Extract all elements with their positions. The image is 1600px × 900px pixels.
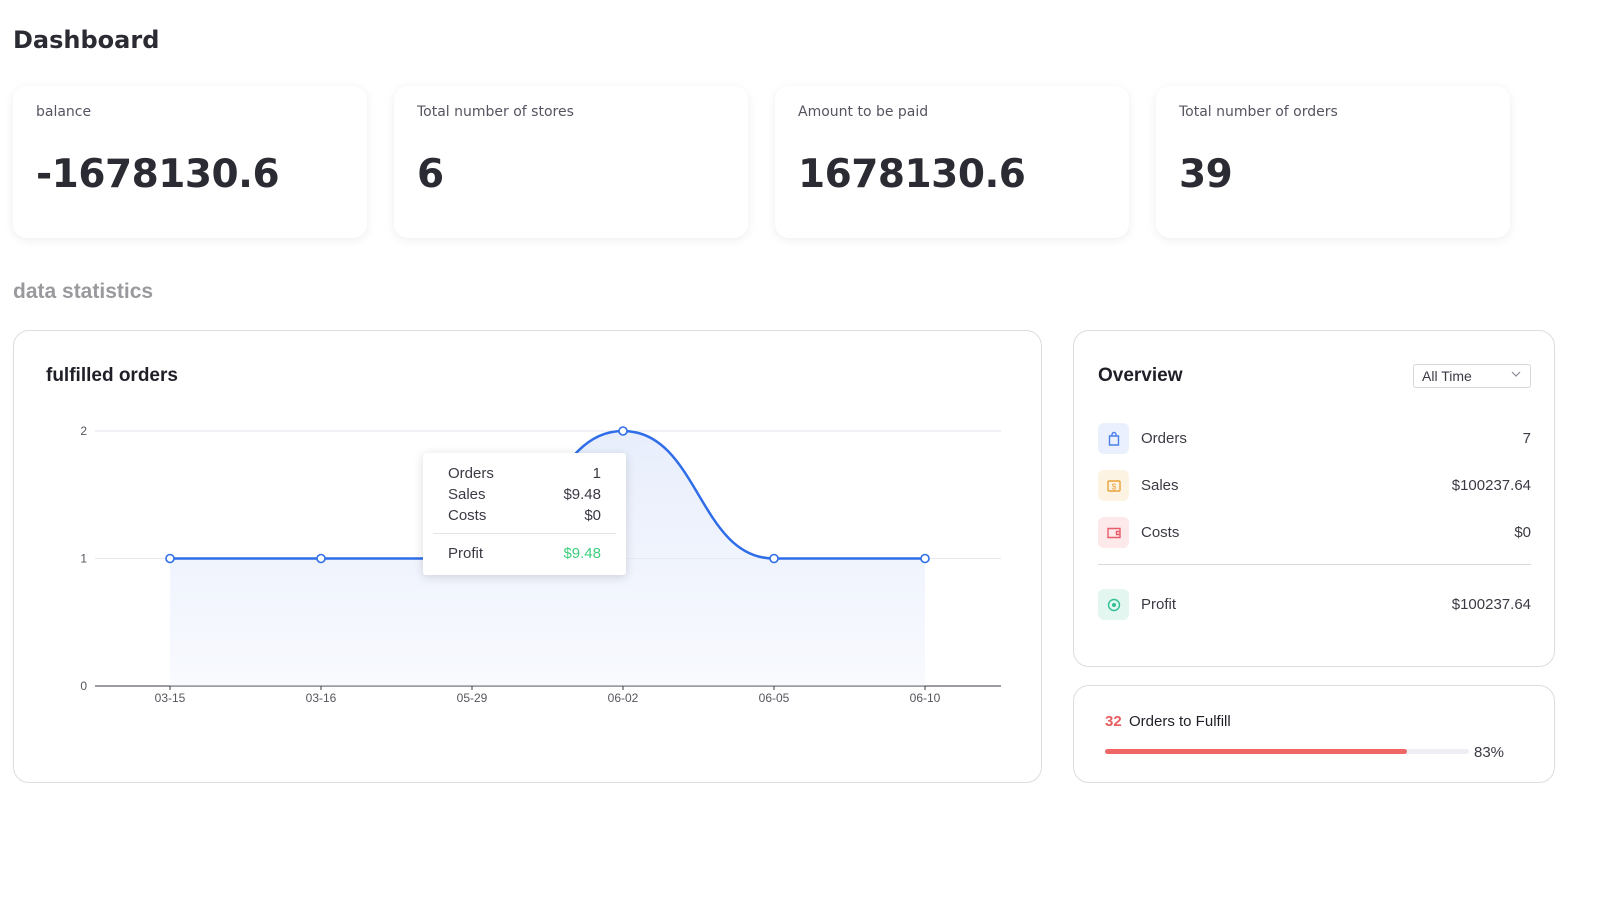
target-icon [1098,589,1129,620]
wallet-icon [1098,517,1129,548]
overview-label: Sales [1141,477,1179,494]
fulfilled-orders-chart-panel: 0 1 2 03-15 03-16 05-29 06-02 06-05 06-10 fulfil… [13,330,1042,783]
time-range-select[interactable]: All Time [1413,364,1531,388]
stat-label: Total number of orders [1179,104,1338,120]
y-tick-label: 1 [80,552,87,566]
tooltip-value: $9.48 [563,545,601,562]
chart-title: fulfilled orders [46,365,178,386]
stat-card-amount-to-pay: Amount to be paid 1678130.6 [775,86,1129,238]
stat-value: 6 [417,152,444,197]
overview-value: $100237.64 [1451,477,1531,494]
stat-label: Total number of stores [417,104,574,120]
tooltip-row-profit: Profit $9.48 [448,545,601,562]
x-tick-label: 03-16 [306,691,337,705]
overview-title: Overview [1098,365,1183,386]
tooltip-row-costs: Costs $0 [448,507,601,524]
svg-text:$: $ [1111,482,1116,491]
stat-card-balance: balance -1678130.6 [13,86,367,238]
shopping-bag-icon [1098,423,1129,454]
stat-value: -1678130.6 [36,152,280,197]
overview-label: Orders [1141,430,1187,447]
chevron-down-icon [1511,371,1521,377]
chart-data-point [769,553,779,564]
stat-label: Amount to be paid [798,104,929,120]
stat-card-stores: Total number of stores 6 [394,86,748,238]
chart-tooltip: Orders 1 Sales $9.48 Costs $0 Profit $9.… [423,453,626,575]
page-title: Dashboard [13,26,160,54]
fulfill-progress-track [1105,749,1469,754]
overview-row-sales: $ Sales $100237.64 [1098,470,1531,502]
chart-data-point [920,553,930,564]
tooltip-label: Profit [448,545,484,562]
tooltip-value: $9.48 [563,486,601,503]
fulfill-percent: 83% [1474,744,1505,761]
chart-data-point [618,426,628,436]
tooltip-label: Sales [448,486,486,503]
fulfill-progress-fill [1105,749,1408,754]
overview-label: Profit [1141,596,1177,613]
dollar-icon: $ [1098,470,1129,501]
x-tick-label: 06-05 [759,691,790,705]
stat-label: balance [36,104,92,120]
fulfill-count: 32 [1105,713,1122,730]
stat-value: 39 [1179,152,1233,197]
tooltip-label: Costs [448,507,487,524]
tooltip-value: $0 [584,507,601,524]
overview-value: $0 [1514,524,1531,541]
overview-label: Costs [1141,524,1180,541]
stat-value: 1678130.6 [798,152,1026,197]
overview-divider [1098,564,1531,565]
chart-data-point [165,553,175,564]
stat-card-orders: Total number of orders 39 [1156,86,1510,238]
section-title: data statistics [13,280,154,303]
tooltip-row-sales: Sales $9.48 [448,486,601,503]
overview-row-costs: Costs $0 [1098,517,1531,549]
x-tick-label: 05-29 [457,691,488,705]
overview-value: 7 [1522,430,1531,447]
overview-row-orders: Orders 7 [1098,423,1531,455]
x-tick-label: 06-02 [608,691,639,705]
overview-panel: Overview All Time Orders 7 $ Sales $1002… [1073,330,1555,667]
tooltip-row-orders: Orders 1 [448,465,601,482]
tooltip-divider [433,533,616,534]
orders-to-fulfill-panel: 32 Orders to Fulfill 83% [1073,685,1555,783]
overview-value: $100237.64 [1451,596,1531,613]
time-range-value: All Time [1422,368,1472,384]
chart-data-point [316,553,326,564]
overview-row-profit: Profit $100237.64 [1098,589,1531,621]
fulfill-label: Orders to Fulfill [1129,713,1231,730]
tooltip-value: 1 [592,465,601,482]
x-tick-label: 06-10 [910,691,941,705]
x-tick-label: 03-15 [155,691,186,705]
tooltip-label: Orders [448,465,494,482]
y-tick-label: 0 [80,679,87,693]
y-tick-label: 2 [80,424,87,438]
